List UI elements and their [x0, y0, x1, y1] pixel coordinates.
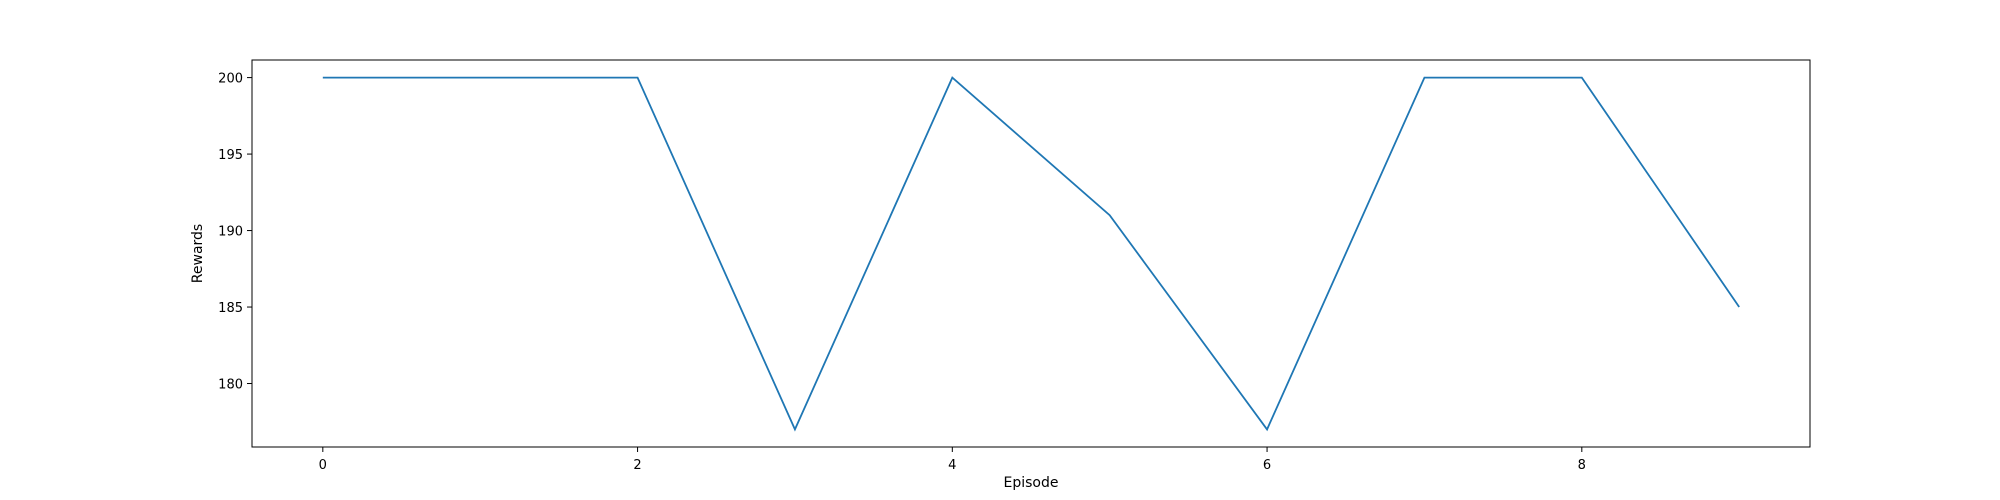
x-tick-label: 4 [948, 458, 956, 473]
y-tick-label: 200 [218, 72, 243, 87]
x-tick-label: 8 [1578, 458, 1586, 473]
y-tick-label: 185 [218, 301, 243, 316]
plot-area [252, 60, 1810, 447]
series-layer [322, 76, 1740, 432]
y-axis-label: Rewards [190, 224, 206, 283]
x-tick-label: 0 [319, 458, 327, 473]
x-tick-label: 2 [633, 458, 641, 473]
plot-frame [251, 59, 1811, 448]
x-tick-label: 6 [1263, 458, 1271, 473]
x-axis-ticks: 0 2 4 6 8 [319, 447, 1586, 473]
y-tick-label: 195 [218, 148, 243, 163]
y-tick-label: 190 [218, 225, 243, 240]
y-tick-label: 180 [218, 378, 243, 393]
x-axis-label: Episode [1004, 475, 1059, 491]
series-line [322, 76, 1740, 432]
y-axis-ticks: 180 185 190 195 200 [218, 72, 252, 393]
